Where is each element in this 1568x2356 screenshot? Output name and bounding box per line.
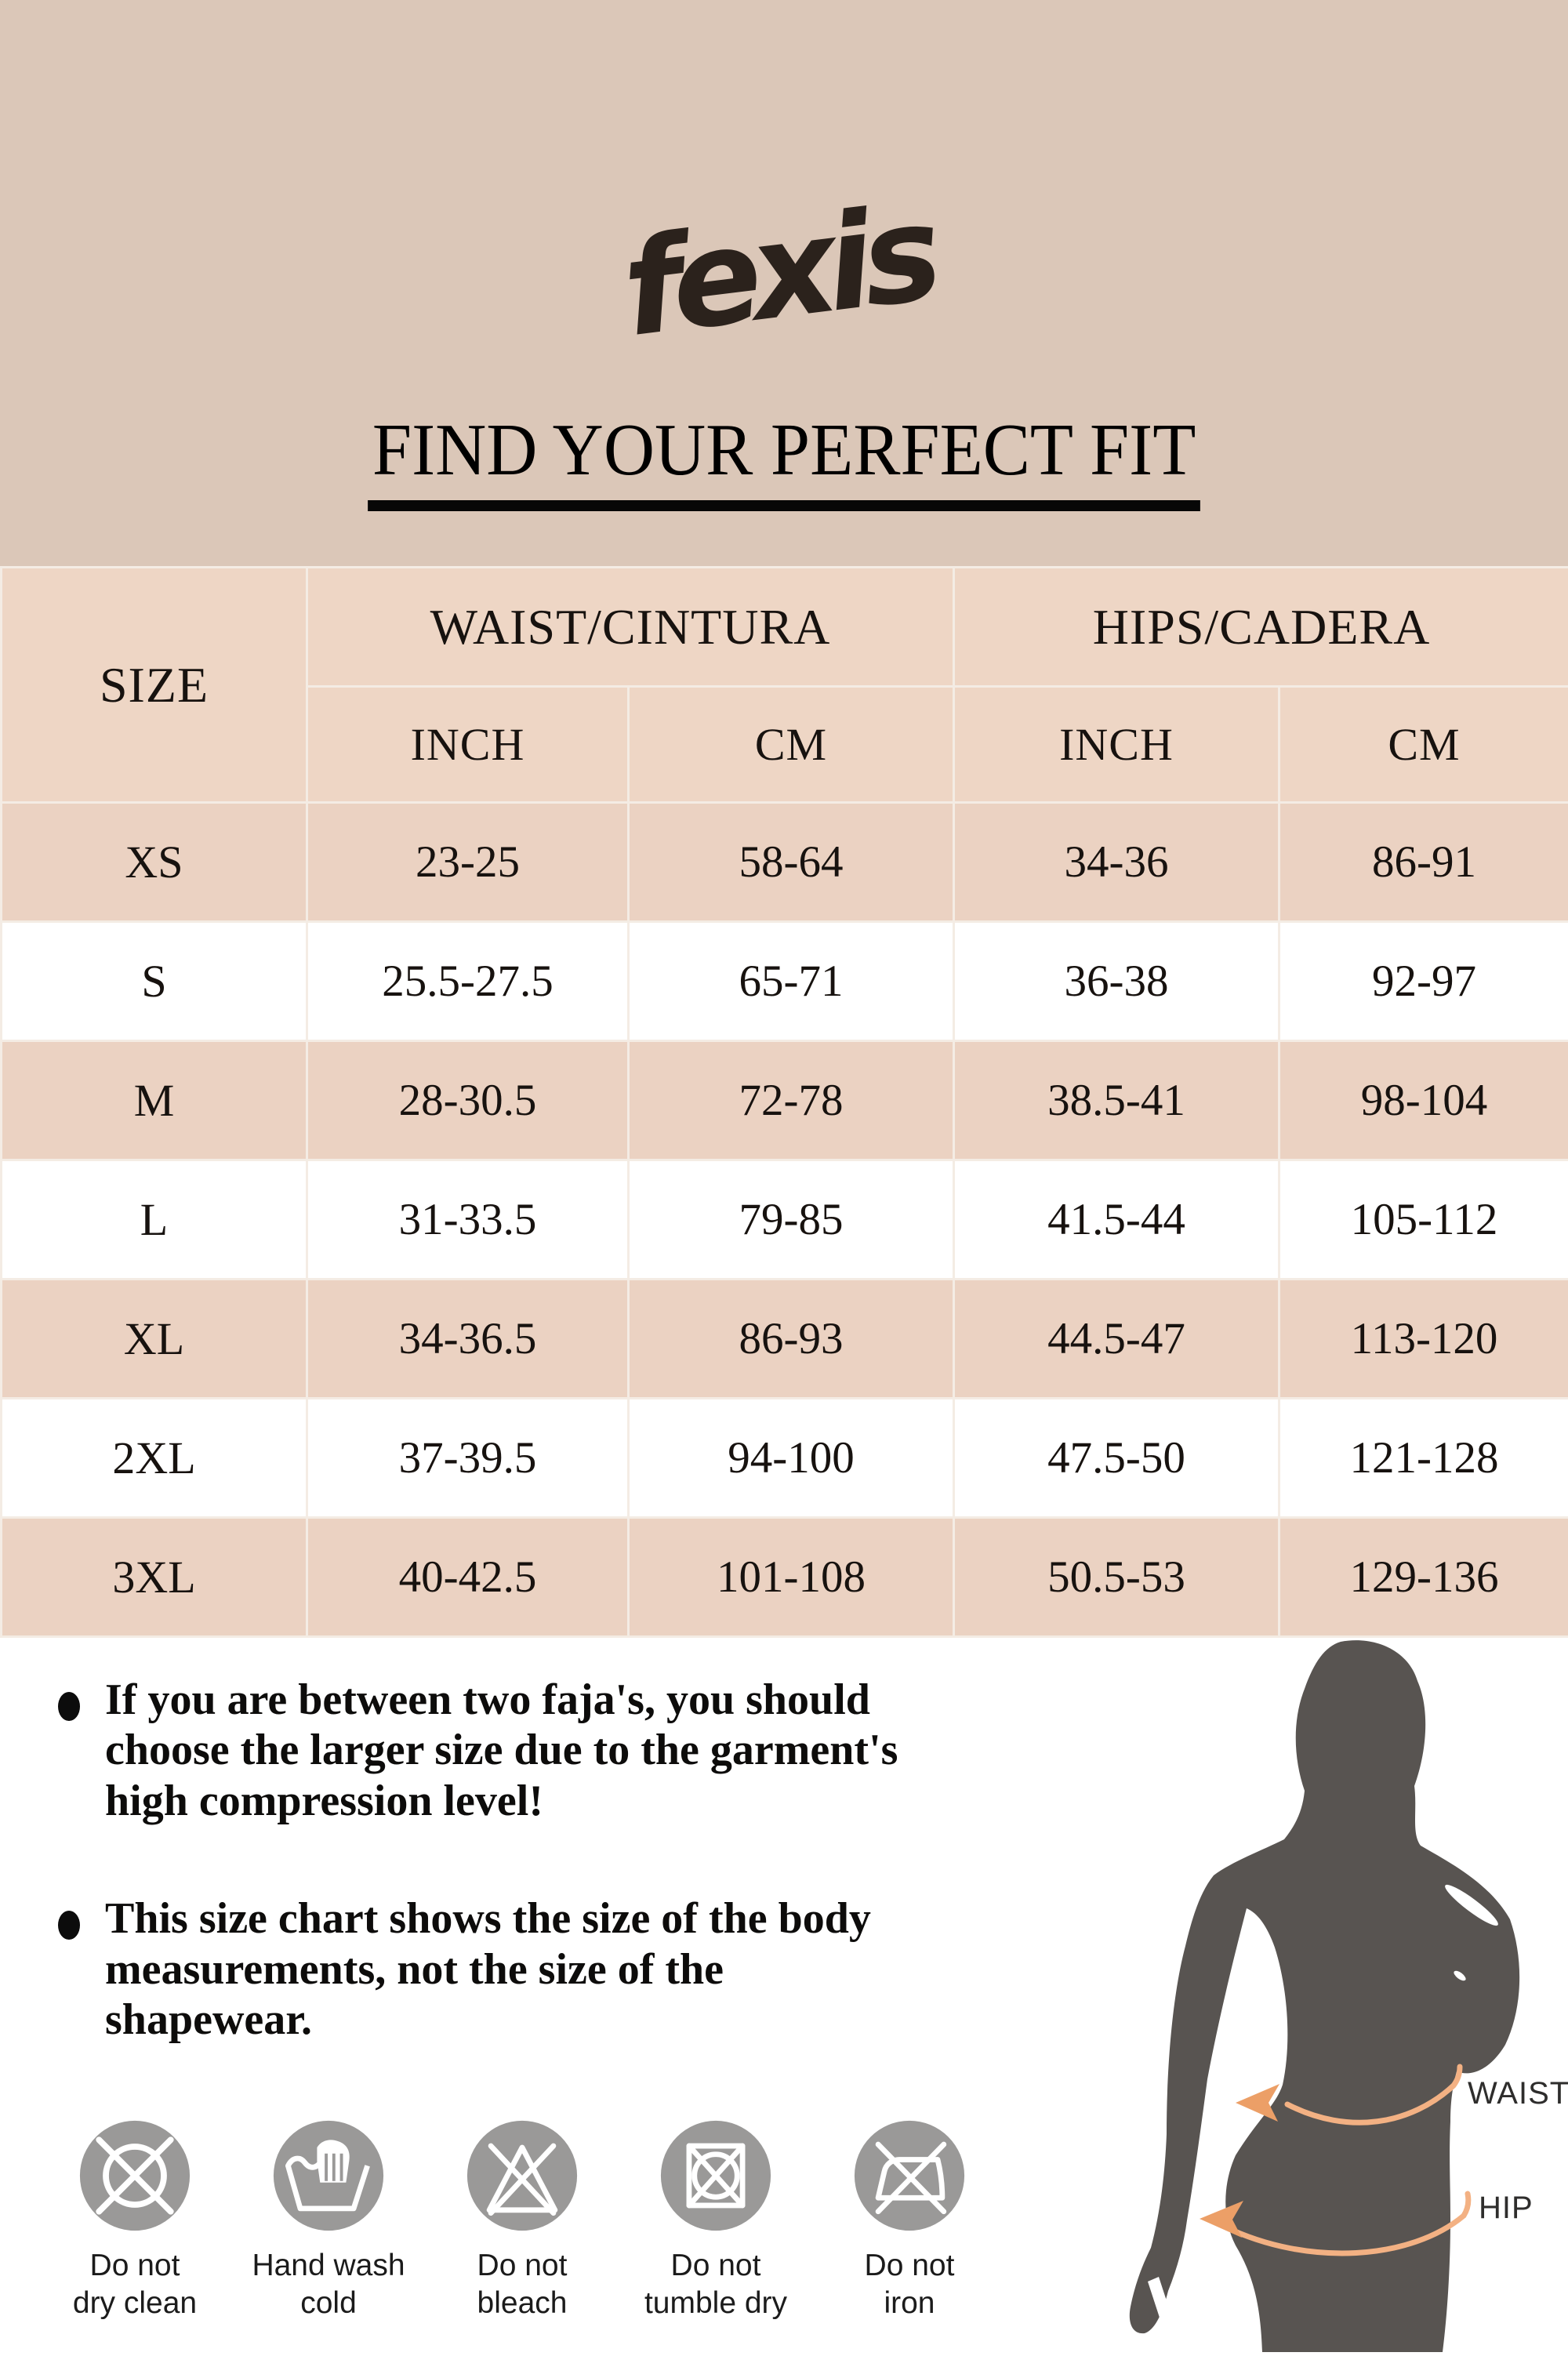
col-header-waist: WAIST/CINTURA: [307, 568, 954, 687]
col-header-size: SIZE: [2, 568, 307, 803]
table-row: L 31-33.5 79-85 41.5-44 105-112: [2, 1160, 1568, 1280]
care-icon-label: Hand wash cold: [234, 2247, 423, 2322]
bottom-section: WAIST HIP If you are between two faja's,…: [0, 1640, 1568, 2352]
care-item-do-not-tumble-dry: Do not tumble dry: [622, 2118, 810, 2322]
table-row: XS 23-25 58-64 34-36 86-91: [2, 803, 1568, 922]
care-icons-row: Do not dry clean Hand wash cold: [41, 2118, 1009, 2322]
note-list: If you are between two faja's, you shoul…: [56, 1675, 1209, 2112]
value-cell: 86-91: [1279, 803, 1568, 922]
table-row: 2XL 37-39.5 94-100 47.5-50 121-128: [2, 1399, 1568, 1518]
value-cell: 92-97: [1279, 922, 1568, 1041]
size-cell: XS: [2, 803, 307, 922]
hand-wash-cold-icon: [271, 2118, 386, 2233]
value-cell: 79-85: [629, 1160, 954, 1280]
note-line: If you are between two faja's, you shoul…: [105, 1675, 1209, 1725]
table-row: M 28-30.5 72-78 38.5-41 98-104: [2, 1041, 1568, 1160]
value-cell: 58-64: [629, 803, 954, 922]
care-icon-label: Do not iron: [815, 2247, 1004, 2322]
care-item-do-not-bleach: Do not bleach: [428, 2118, 616, 2322]
col-header-hips-cm: CM: [1279, 687, 1568, 803]
note-line: shapewear.: [105, 1995, 1209, 2045]
care-item-do-not-dry-clean: Do not dry clean: [41, 2118, 229, 2322]
size-cell: S: [2, 922, 307, 1041]
note-line: measurements, not the size of the: [105, 1944, 1209, 1995]
do-not-tumble-dry-icon: [659, 2118, 773, 2233]
table-row: S 25.5-27.5 65-71 36-38 92-97: [2, 922, 1568, 1041]
value-cell: 37-39.5: [307, 1399, 629, 1518]
value-cell: 105-112: [1279, 1160, 1568, 1280]
do-not-iron-icon: [852, 2118, 967, 2233]
size-cell: 3XL: [2, 1518, 307, 1637]
value-cell: 23-25: [307, 803, 629, 922]
value-cell: 41.5-44: [954, 1160, 1279, 1280]
do-not-bleach-icon: [465, 2118, 579, 2233]
waist-label: WAIST: [1468, 2076, 1568, 2111]
size-cell: L: [2, 1160, 307, 1280]
value-cell: 121-128: [1279, 1399, 1568, 1518]
do-not-dry-clean-icon: [78, 2118, 192, 2233]
value-cell: 31-33.5: [307, 1160, 629, 1280]
col-header-hips-inch: INCH: [954, 687, 1279, 803]
waist-arrow: [1236, 2084, 1279, 2122]
value-cell: 36-38: [954, 922, 1279, 1041]
col-header-waist-cm: CM: [629, 687, 954, 803]
col-header-waist-inch: INCH: [307, 687, 629, 803]
note-item: This size chart shows the size of the bo…: [56, 1893, 1209, 2045]
care-item-hand-wash-cold: Hand wash cold: [234, 2118, 423, 2322]
col-header-hips: HIPS/CADERA: [954, 568, 1568, 687]
value-cell: 44.5-47: [954, 1280, 1279, 1399]
care-icon-label: Do not tumble dry: [622, 2247, 810, 2322]
value-cell: 94-100: [629, 1399, 954, 1518]
care-icon-label: Do not bleach: [428, 2247, 616, 2322]
value-cell: 101-108: [629, 1518, 954, 1637]
table-row: XL 34-36.5 86-93 44.5-47 113-120: [2, 1280, 1568, 1399]
size-cell: XL: [2, 1280, 307, 1399]
care-item-do-not-iron: Do not iron: [815, 2118, 1004, 2322]
size-cell: M: [2, 1041, 307, 1160]
brand-logo: fexis: [615, 176, 941, 367]
value-cell: 65-71: [629, 922, 954, 1041]
care-icon-label: Do not dry clean: [41, 2247, 229, 2322]
note-line: choose the larger size due to the garmen…: [105, 1725, 1209, 1775]
value-cell: 72-78: [629, 1041, 954, 1160]
value-cell: 40-42.5: [307, 1518, 629, 1637]
value-cell: 47.5-50: [954, 1399, 1279, 1518]
page-title-wrap: FIND YOUR PERFECT FIT: [0, 408, 1568, 511]
value-cell: 129-136: [1279, 1518, 1568, 1637]
value-cell: 50.5-53: [954, 1518, 1279, 1637]
value-cell: 38.5-41: [954, 1041, 1279, 1160]
size-chart-table: SIZE WAIST/CINTURA HIPS/CADERA INCH CM I…: [0, 566, 1568, 1638]
value-cell: 28-30.5: [307, 1041, 629, 1160]
value-cell: 34-36: [954, 803, 1279, 922]
top-section: fexis FIND YOUR PERFECT FIT: [0, 0, 1568, 566]
bullet-dot: [58, 1692, 80, 1721]
size-cell: 2XL: [2, 1399, 307, 1518]
value-cell: 86-93: [629, 1280, 954, 1399]
value-cell: 113-120: [1279, 1280, 1568, 1399]
value-cell: 98-104: [1279, 1041, 1568, 1160]
note-line: high compression level!: [105, 1776, 1209, 1826]
value-cell: 34-36.5: [307, 1280, 629, 1399]
note-item: If you are between two faja's, you shoul…: [56, 1675, 1209, 1826]
page-title: FIND YOUR PERFECT FIT: [368, 408, 1200, 511]
hip-label: HIP: [1479, 2191, 1534, 2226]
bullet-dot: [58, 1911, 80, 1940]
value-cell: 25.5-27.5: [307, 922, 629, 1041]
note-line: This size chart shows the size of the bo…: [105, 1893, 1209, 1944]
table-row: 3XL 40-42.5 101-108 50.5-53 129-136: [2, 1518, 1568, 1637]
